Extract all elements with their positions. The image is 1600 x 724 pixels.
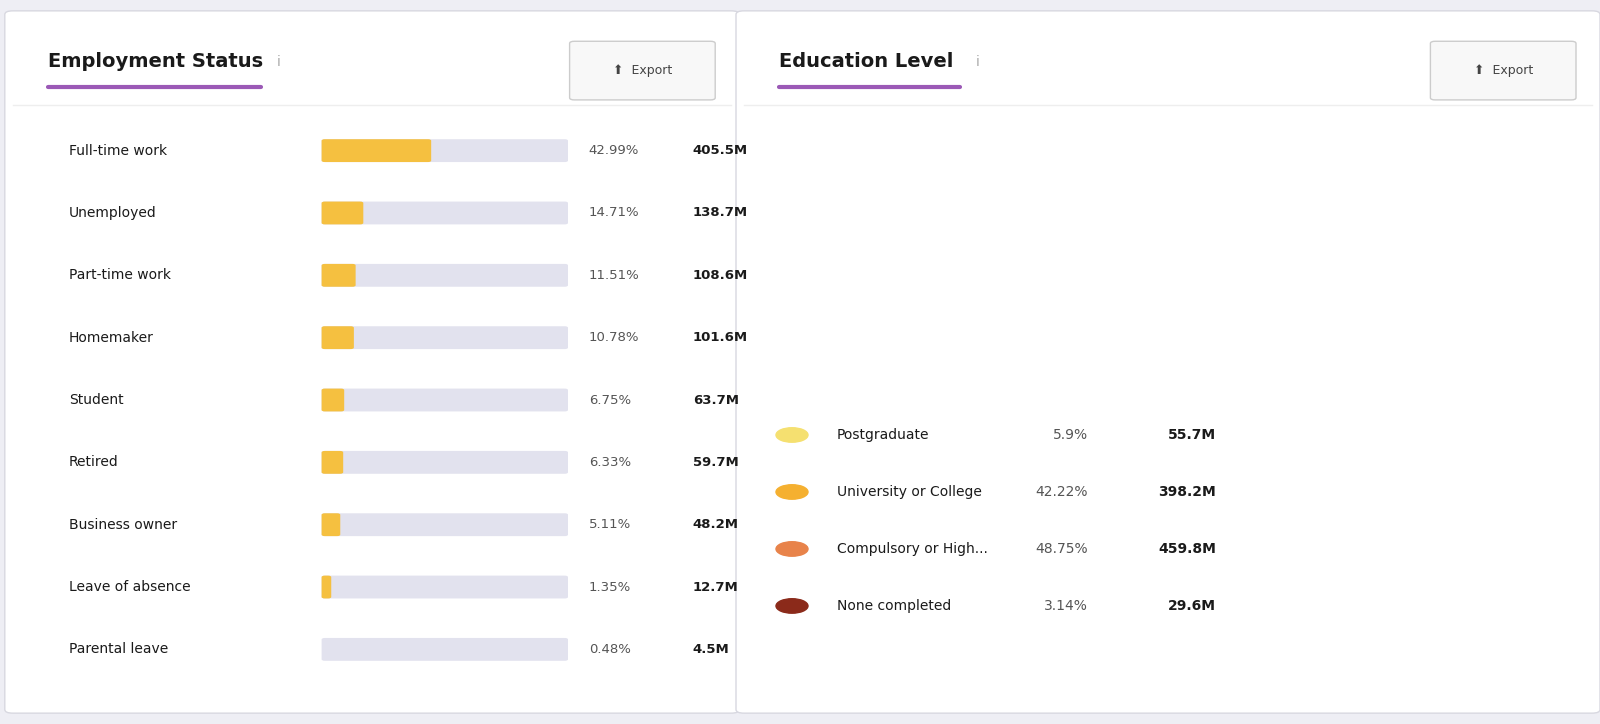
Text: 55.7M: 55.7M [1168,428,1216,442]
Text: Business owner: Business owner [69,518,178,531]
Text: 101.6M: 101.6M [693,331,747,344]
Text: 48.75%: 48.75% [1035,542,1088,556]
Text: Homemaker: Homemaker [69,331,154,345]
Text: 0.48%: 0.48% [589,643,630,656]
Text: Part-time work: Part-time work [69,269,171,282]
Text: i: i [976,54,979,69]
Text: 6.33%: 6.33% [589,456,630,469]
Text: Postgraduate: Postgraduate [837,428,930,442]
Text: Education Level: Education Level [779,52,954,71]
Text: ⬆  Export: ⬆ Export [613,64,672,77]
Text: 59.7M: 59.7M [693,456,739,469]
Text: 42.99%: 42.99% [589,144,638,157]
Text: 10.78%: 10.78% [589,331,640,344]
Text: Compulsory or High...: Compulsory or High... [837,542,987,556]
Text: 48.2M: 48.2M [693,518,739,531]
Text: 5.11%: 5.11% [589,518,630,531]
Text: 12.7M: 12.7M [693,581,739,594]
Text: 138.7M: 138.7M [693,206,747,219]
Wedge shape [1173,149,1262,331]
Text: 6.75%: 6.75% [589,394,630,406]
Text: Leave of absence: Leave of absence [69,580,190,594]
Wedge shape [1074,144,1179,332]
Text: 14.71%: 14.71% [589,206,640,219]
Text: Unemployed: Unemployed [69,206,157,220]
Text: Full-time work: Full-time work [69,143,166,158]
Text: Retired: Retired [69,455,118,469]
Text: Student: Student [69,393,123,407]
Text: i: i [277,54,280,69]
Text: 3.14%: 3.14% [1045,599,1088,613]
Text: Parental leave: Parental leave [69,642,168,657]
Text: 4.5M: 4.5M [693,643,730,656]
Text: 11.51%: 11.51% [589,269,640,282]
Text: 63.7M: 63.7M [693,394,739,406]
Wedge shape [1149,143,1168,190]
Text: 459.8M: 459.8M [1158,542,1216,556]
Text: 5.9%: 5.9% [1053,428,1088,442]
Text: 1.35%: 1.35% [589,581,630,594]
Text: ⬆  Export: ⬆ Export [1474,64,1533,77]
Text: Employment Status: Employment Status [48,52,262,71]
Text: None completed: None completed [837,599,950,613]
Text: 398.2M: 398.2M [1158,485,1216,499]
Text: 108.6M: 108.6M [693,269,749,282]
Text: 405.5M: 405.5M [693,144,747,157]
Wedge shape [1168,143,1202,193]
Text: University or College: University or College [837,485,982,499]
Text: 29.6M: 29.6M [1168,599,1216,613]
Text: 42.22%: 42.22% [1035,485,1088,499]
